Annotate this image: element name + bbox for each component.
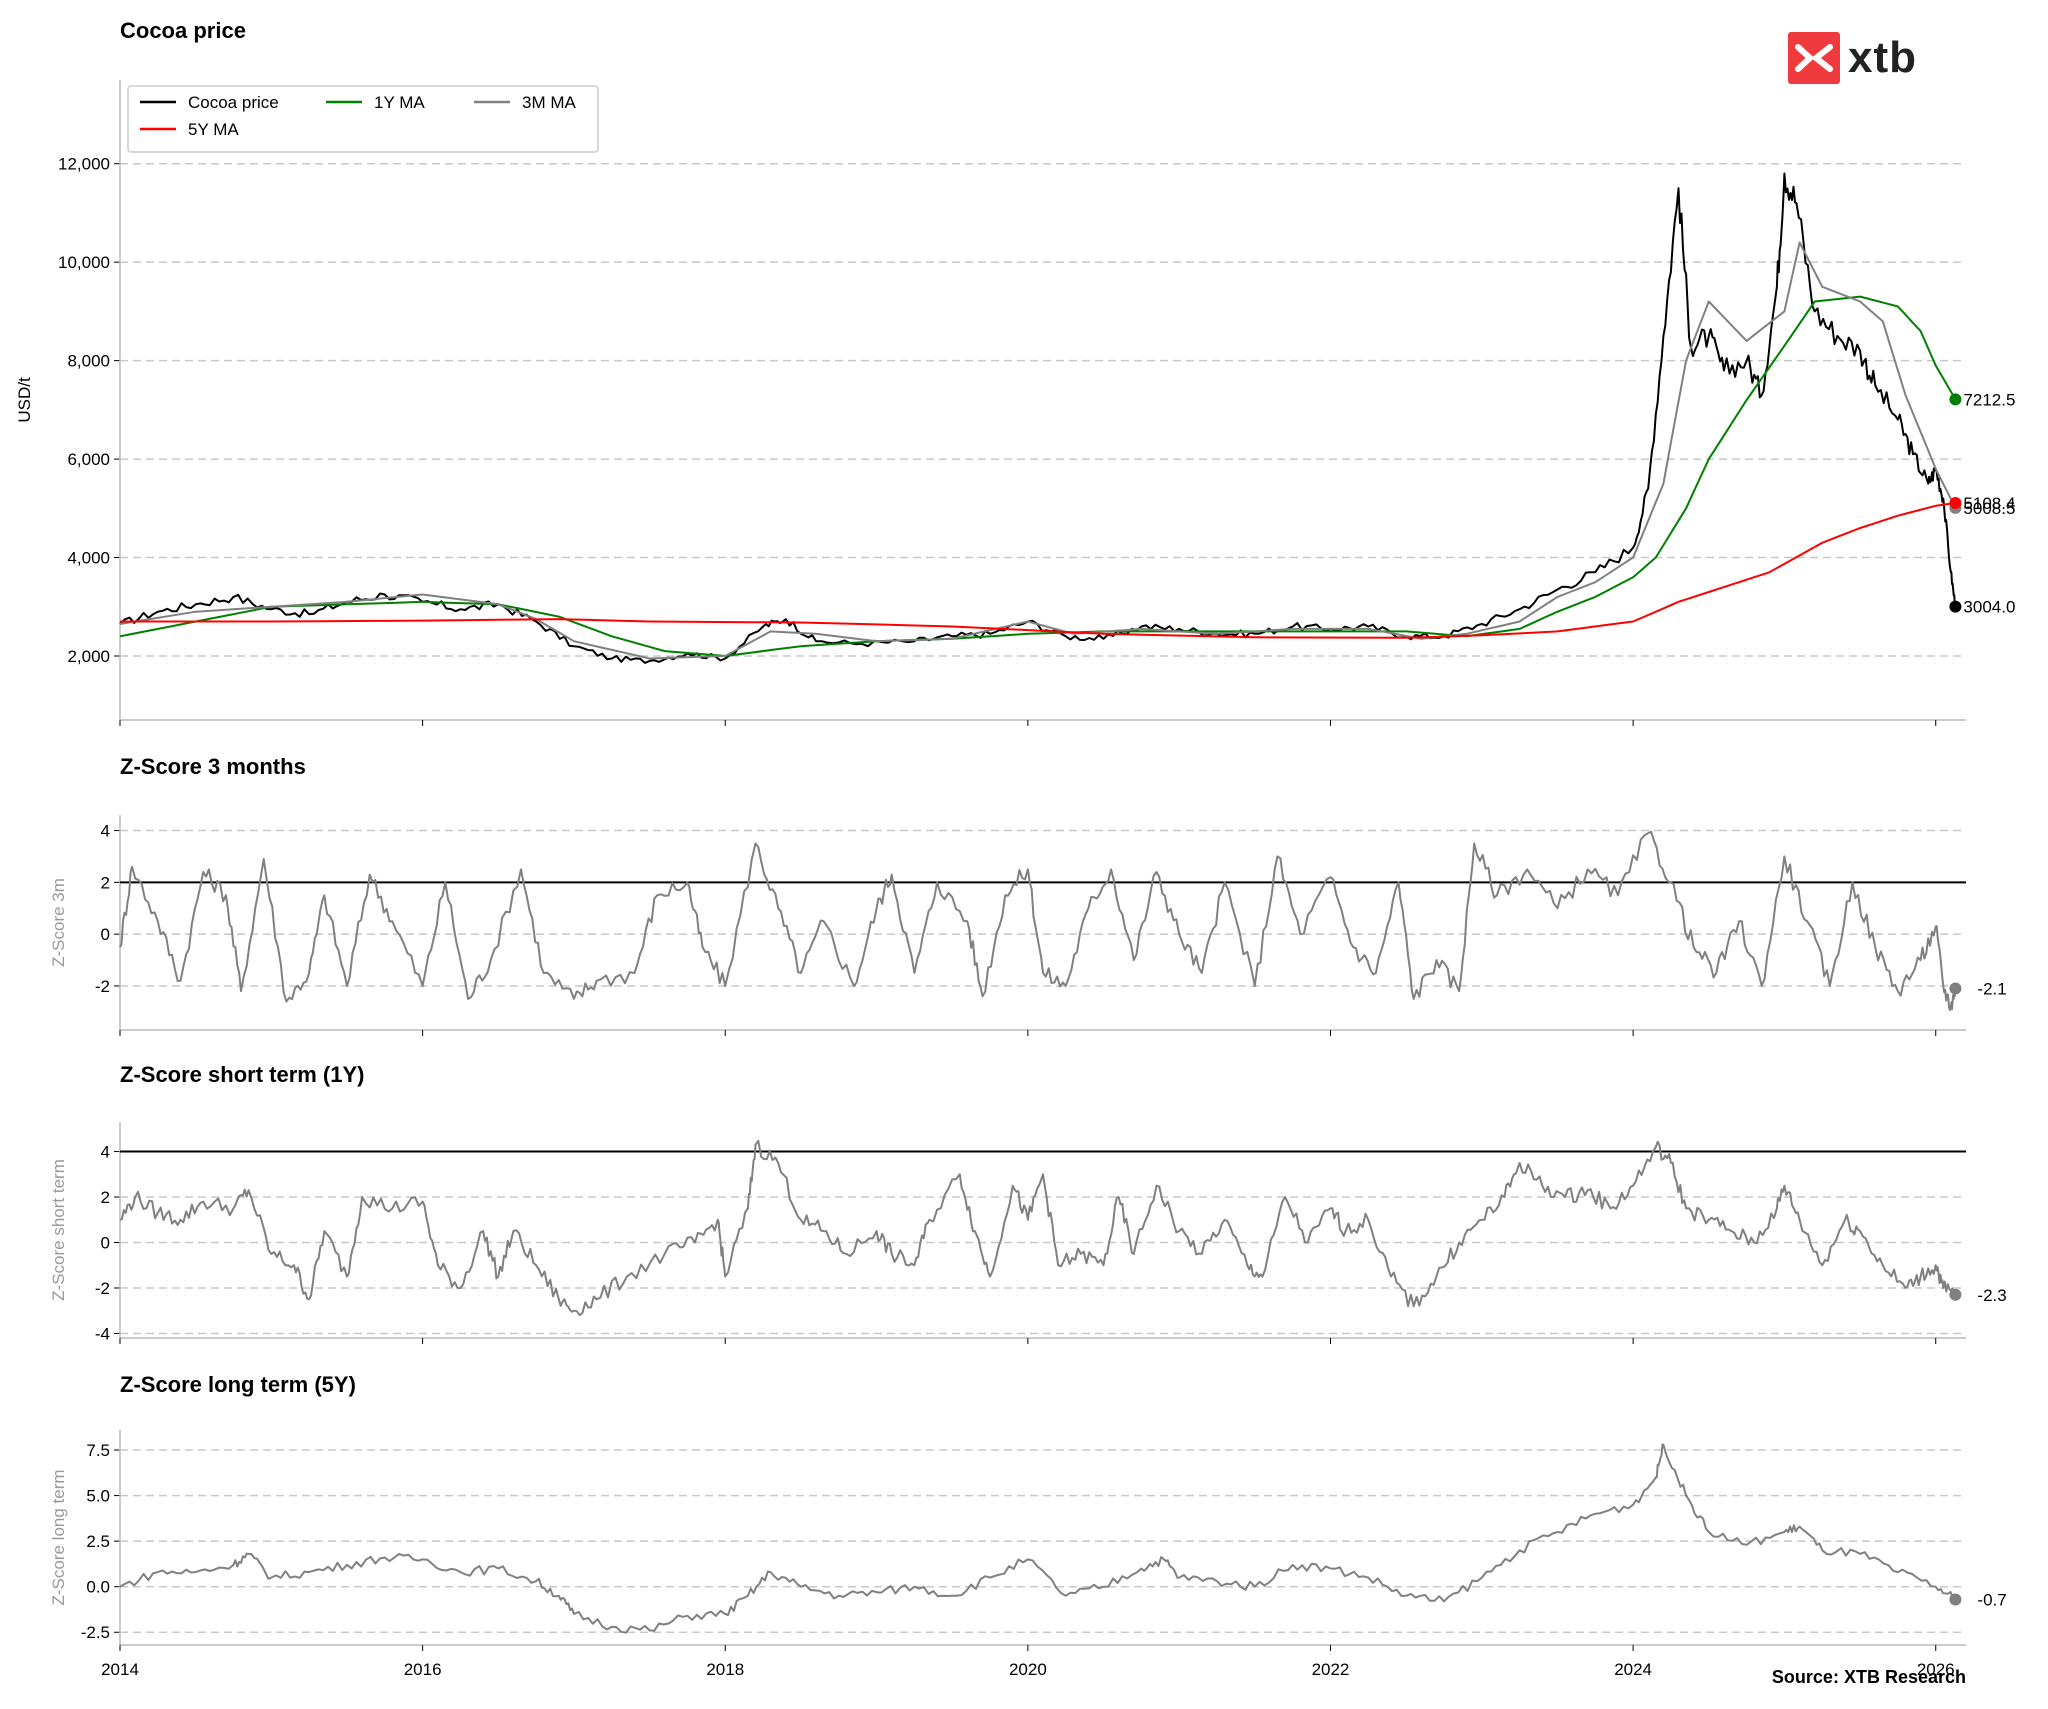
y-tick-label: 0.0 [86, 1578, 110, 1597]
xtb-logo: xtb [1788, 32, 1917, 84]
y-tick-label: 8,000 [67, 352, 110, 371]
y-tick-label: -2 [95, 1279, 110, 1298]
panel-2: Z-Score short term (1Y) -4 -2 0 2 4 Z-Score sh… [49, 1062, 2007, 1344]
x-tick-label: 2020 [1009, 1660, 1047, 1679]
y-axis-label: Z-Score short term [49, 1159, 68, 1301]
y-tick-label: 0 [101, 1234, 110, 1253]
xtb-x-icon [1788, 32, 1840, 84]
end-marker [1949, 496, 1962, 509]
y-tick-label: 2 [101, 873, 110, 892]
end-marker [1949, 1288, 1962, 1301]
legend: Cocoa price 1Y MA 3M MA 5Y MA [127, 85, 599, 153]
panel-1: Z-Score 3 months -2 0 2 4 Z-Score 3m -2.1 [49, 754, 2007, 1036]
end-value-label: 5008.5 [1963, 499, 2015, 518]
x-tick-label: 2022 [1312, 1660, 1350, 1679]
y-tick-label: 6,000 [67, 450, 110, 469]
y-axis-label: USD/t [15, 377, 34, 423]
logo-text: xtb [1848, 33, 1917, 82]
y-tick-label: -2.5 [81, 1623, 110, 1642]
series-line-z-score-5y [119, 1443, 1956, 1634]
legend-entry: 3M MA [522, 93, 577, 112]
x-tick-label: 2014 [101, 1660, 139, 1679]
y-tick-label: 5.0 [86, 1487, 110, 1506]
panel-0: Cocoa price 2,000 4,000 6,000 8,000 10,000 12,… [15, 18, 2015, 726]
panel-title: Z-Score short term (1Y) [120, 1062, 365, 1087]
y-tick-label: 4 [101, 1143, 110, 1162]
series-line-5y-ma [120, 502, 1956, 639]
panel-title: Z-Score 3 months [120, 754, 306, 779]
series-line-z-score-3m [119, 830, 1957, 1012]
end-value-label: -2.3 [1977, 1286, 2006, 1305]
end-value-label: 3004.0 [1963, 598, 2015, 617]
series-line-cocoa-price [119, 172, 1956, 664]
y-tick-label: 7.5 [86, 1441, 110, 1460]
y-tick-label: 0 [101, 925, 110, 944]
series-line-1y-ma [119, 295, 1957, 657]
y-tick-label: -4 [95, 1324, 110, 1343]
end-value-label: -2.1 [1977, 980, 2006, 999]
x-tick-label: 2026 [1917, 1660, 1955, 1679]
end-value-label: 7212.5 [1963, 390, 2015, 409]
legend-entry: 1Y MA [374, 93, 425, 112]
panel-title: Cocoa price [120, 18, 246, 43]
y-tick-label: 2 [101, 1188, 110, 1207]
legend-entry: 5Y MA [188, 120, 239, 139]
y-tick-label: -2 [95, 977, 110, 996]
panel-title: Z-Score long term (5Y) [120, 1372, 356, 1397]
y-tick-label: 2,000 [67, 647, 110, 666]
end-value-label: -0.7 [1977, 1590, 2006, 1609]
end-marker [1949, 393, 1962, 406]
y-axis-label: Z-Score 3m [49, 878, 68, 967]
series-line-3m-ma [119, 241, 1957, 660]
x-tick-label: 2024 [1614, 1660, 1652, 1679]
panel-3: Z-Score long term (5Y) -2.5 0.0 2.5 5.0 7.5 Z-… [49, 1372, 2007, 1679]
y-tick-label: 10,000 [58, 253, 110, 272]
series-line-z-score-1y [119, 1139, 1957, 1317]
y-tick-label: 4 [101, 822, 110, 841]
x-tick-label: 2018 [706, 1660, 744, 1679]
y-tick-label: 12,000 [58, 155, 110, 174]
end-value-label: 5108.4 [1963, 494, 2015, 513]
y-axis-label: Z-Score long term [49, 1469, 68, 1605]
y-tick-label: 2.5 [86, 1532, 110, 1551]
end-marker [1949, 600, 1962, 613]
source-note: Source: XTB Research [1771, 1667, 1966, 1687]
legend-entry: Cocoa price [188, 93, 279, 112]
end-marker [1949, 1593, 1962, 1606]
end-marker [1949, 982, 1962, 995]
x-tick-label: 2016 [404, 1660, 442, 1679]
y-tick-label: 4,000 [67, 549, 110, 568]
